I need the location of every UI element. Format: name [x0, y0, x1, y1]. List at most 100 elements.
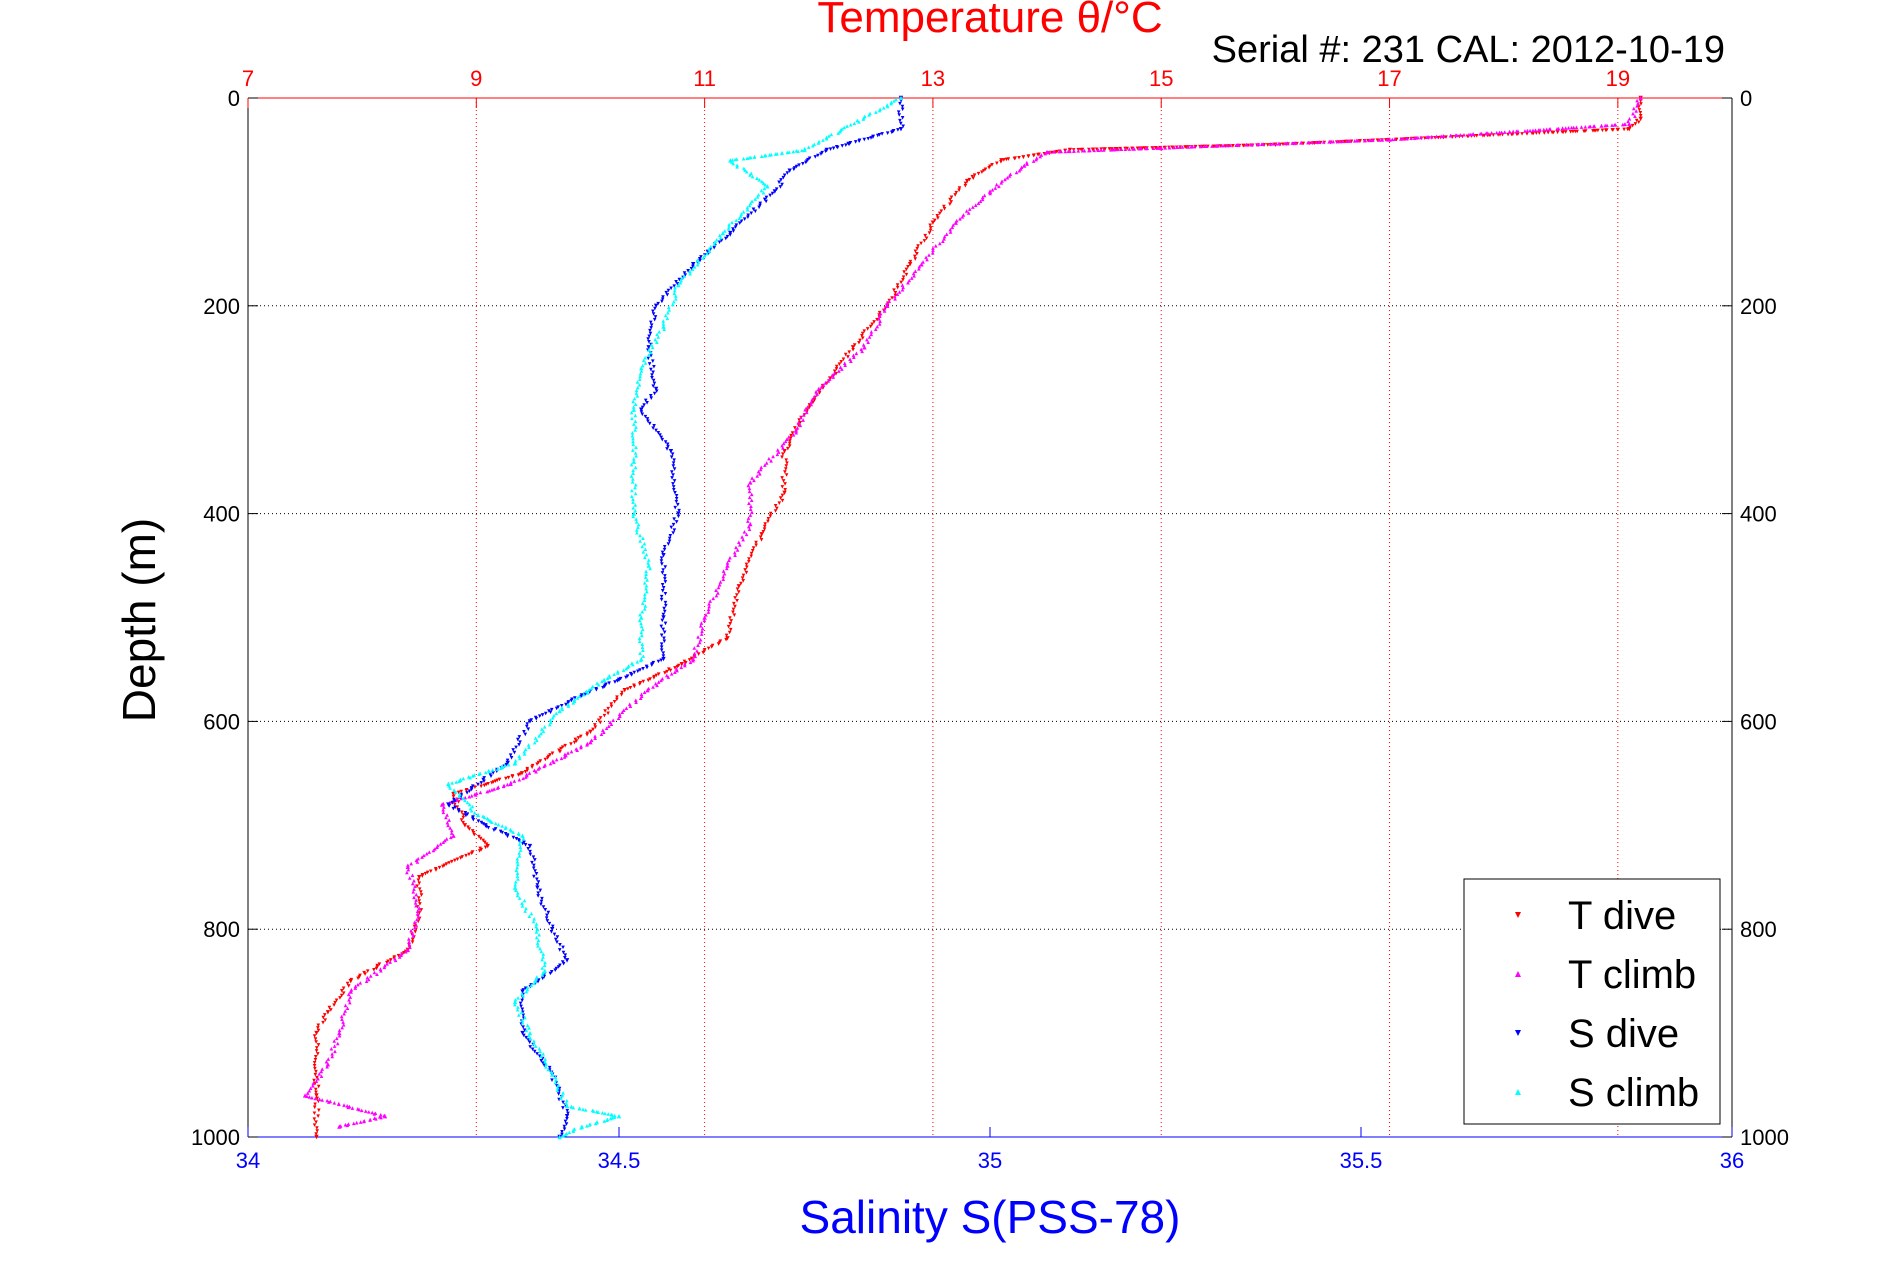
data-point	[1057, 149, 1062, 154]
data-point	[667, 667, 671, 672]
data-point	[928, 228, 933, 233]
data-point	[518, 740, 522, 744]
data-point	[750, 548, 755, 553]
data-point	[765, 184, 770, 189]
data-point	[651, 685, 655, 689]
data-point	[525, 985, 530, 990]
data-point	[631, 436, 635, 441]
data-point	[629, 462, 634, 467]
data-point	[532, 1039, 536, 1043]
data-point	[633, 428, 637, 432]
data-point	[321, 1015, 326, 1020]
data-point	[641, 648, 645, 652]
data-point	[1277, 141, 1281, 146]
data-point	[652, 364, 656, 369]
data-point	[542, 968, 547, 973]
data-point	[508, 781, 513, 786]
data-point	[545, 913, 549, 918]
data-point	[536, 891, 541, 895]
data-point	[913, 249, 918, 254]
data-point	[664, 603, 668, 608]
data-point	[327, 1100, 331, 1104]
data-point	[420, 874, 425, 878]
data-point	[865, 337, 869, 342]
data-point	[667, 305, 671, 309]
data-point	[469, 794, 474, 798]
data-point	[550, 1072, 555, 1077]
data-point	[1026, 154, 1031, 159]
data-point	[877, 316, 881, 321]
y-tick-label: 0	[228, 86, 240, 111]
data-point	[1634, 109, 1638, 113]
data-point	[741, 573, 746, 578]
data-point	[535, 885, 540, 890]
data-point	[640, 645, 645, 649]
data-point	[748, 521, 753, 527]
data-point	[1331, 139, 1336, 144]
data-point	[1574, 125, 1579, 130]
data-point	[1034, 157, 1038, 162]
data-point	[538, 888, 543, 893]
data-point	[787, 444, 792, 448]
data-point	[900, 283, 905, 287]
data-point	[356, 976, 360, 981]
data-point	[632, 422, 636, 426]
data-point	[730, 220, 734, 225]
data-point	[441, 810, 446, 815]
data-point	[882, 306, 887, 311]
data-point	[909, 276, 914, 280]
data-point	[326, 1057, 331, 1061]
data-point	[707, 604, 711, 609]
data-point	[960, 215, 965, 219]
data-point	[901, 278, 905, 282]
data-point	[646, 558, 651, 562]
data-point	[877, 108, 882, 113]
data-point	[1144, 146, 1148, 151]
data-point	[527, 1040, 532, 1045]
data-point	[949, 200, 953, 204]
data-point	[524, 989, 529, 994]
data-point	[520, 833, 525, 838]
data-point	[835, 145, 840, 150]
data-point	[655, 683, 659, 688]
data-point	[676, 511, 681, 516]
data-point	[935, 213, 940, 218]
data-point	[541, 1052, 546, 1056]
data-point	[832, 371, 837, 375]
data-point	[995, 161, 999, 166]
data-point	[1544, 127, 1549, 132]
data-point	[897, 290, 902, 294]
data-point	[535, 738, 539, 743]
data-point	[482, 815, 487, 820]
data-point	[648, 320, 653, 325]
data-point	[771, 454, 775, 459]
data-point	[453, 805, 457, 810]
data-point	[305, 1091, 310, 1095]
data-point	[455, 857, 460, 862]
data-point	[504, 762, 509, 767]
data-point	[671, 531, 675, 535]
data-point	[1497, 130, 1502, 135]
data-point	[415, 917, 419, 922]
data-point	[464, 813, 468, 818]
data-point	[544, 1065, 548, 1069]
data-point	[729, 619, 734, 623]
data-point	[762, 524, 767, 529]
data-point	[639, 692, 644, 697]
data-point	[783, 467, 788, 471]
data-point	[498, 829, 503, 834]
data-point	[704, 612, 708, 617]
data-point	[661, 627, 665, 632]
data-point	[541, 971, 545, 975]
data-point	[636, 669, 640, 674]
data-point	[811, 400, 815, 405]
data-point	[652, 424, 656, 428]
data-point	[631, 439, 635, 444]
data-point	[459, 810, 464, 815]
data-point	[564, 1122, 569, 1126]
data-point	[666, 542, 671, 546]
data-point	[616, 716, 621, 721]
data-point	[1268, 142, 1273, 146]
data-point	[410, 937, 415, 942]
